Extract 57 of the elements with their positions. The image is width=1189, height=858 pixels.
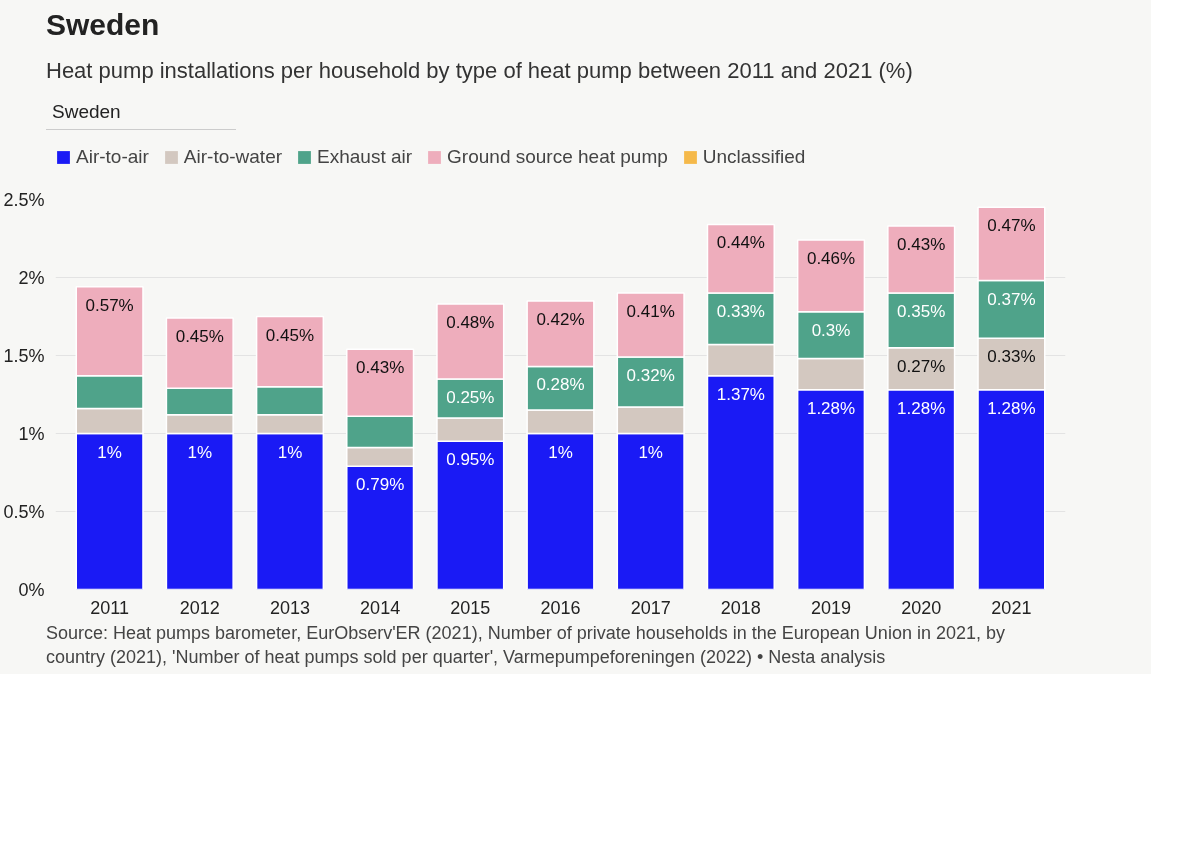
chart-subtitle: Heat pump installations per household by type of heat pump between 2011 and 2021 (%): [46, 56, 913, 85]
x-tick-label: 2017: [630, 597, 671, 618]
y-tick-label: 1.5%: [3, 345, 45, 366]
x-tick-label: 2021: [991, 597, 1032, 618]
y-tick-label: 2.5%: [3, 189, 45, 210]
data-label: 0.32%: [626, 365, 675, 385]
chart-title: Sweden: [46, 7, 160, 43]
x-tick-label: 2018: [720, 597, 761, 618]
x-tick-label: 2019: [811, 597, 852, 618]
source-note: Source: Heat pumps barometer, EurObserv'ER (2021), Number of private households in the European Union in 2021, by country (2021), 'Number of heat pumps sold per quarter', Varmepumpeforeningen (2022) • Nesta analysis: [46, 621, 1006, 670]
data-label: 0.3%: [811, 320, 851, 340]
data-label: 0.42%: [536, 309, 585, 329]
y-tick-label: 0.5%: [3, 501, 45, 522]
y-tick-label: 0%: [18, 579, 45, 600]
data-label: 0.47%: [987, 216, 1036, 236]
data-label: 1%: [277, 442, 303, 462]
data-label: 1%: [187, 442, 213, 462]
data-label: 0.43%: [897, 234, 946, 254]
x-tick-label: 2020: [901, 597, 942, 618]
data-label: 0.41%: [626, 301, 675, 321]
data-label: 0.33%: [716, 301, 765, 321]
data-label: 1.28%: [897, 398, 946, 418]
data-label: 1.28%: [987, 398, 1036, 418]
data-label: 0.37%: [987, 289, 1036, 309]
data-label: 1%: [638, 442, 663, 462]
y-tick-label: 2%: [18, 267, 45, 288]
text: Sweden: [52, 100, 121, 125]
data-label: 1.28%: [806, 398, 856, 418]
data-label: 0.43%: [356, 358, 405, 378]
data-label: 0.28%: [536, 375, 585, 395]
data-label: 0.45%: [265, 325, 315, 345]
legend-label: Unclassified: [702, 145, 806, 168]
x-tick-label: 2013: [269, 597, 310, 618]
legend-label: Air-to-water: [183, 145, 283, 168]
y-tick-label: 1%: [18, 423, 45, 444]
x-tick-label: 2012: [179, 597, 220, 618]
legend-label: Air-to-air: [76, 145, 149, 168]
x-tick-label: 2011: [90, 597, 129, 618]
data-label: 0.27%: [897, 356, 946, 376]
data-label: 0.33%: [987, 347, 1036, 367]
legend-label: Ground source heat pump: [447, 145, 668, 168]
data-label: 0.35%: [897, 301, 946, 321]
x-tick-label: 2014: [360, 597, 401, 618]
data-label: 1%: [97, 442, 122, 462]
data-label: 0.95%: [446, 450, 495, 470]
data-label: 1%: [548, 442, 573, 462]
x-tick-label: 2016: [540, 597, 581, 618]
data-label: 0.45%: [175, 326, 224, 346]
data-label: 1.37%: [716, 384, 765, 404]
x-tick-label: 2015: [450, 597, 491, 618]
data-label: 0.57%: [85, 295, 134, 315]
data-label: 0.25%: [446, 387, 495, 407]
data-label: 0.46%: [806, 248, 856, 268]
data-label: 0.44%: [716, 233, 765, 253]
data-label: 0.79%: [356, 475, 405, 495]
legend-label: Exhaust air: [317, 145, 413, 168]
data-label: 0.48%: [446, 312, 495, 332]
